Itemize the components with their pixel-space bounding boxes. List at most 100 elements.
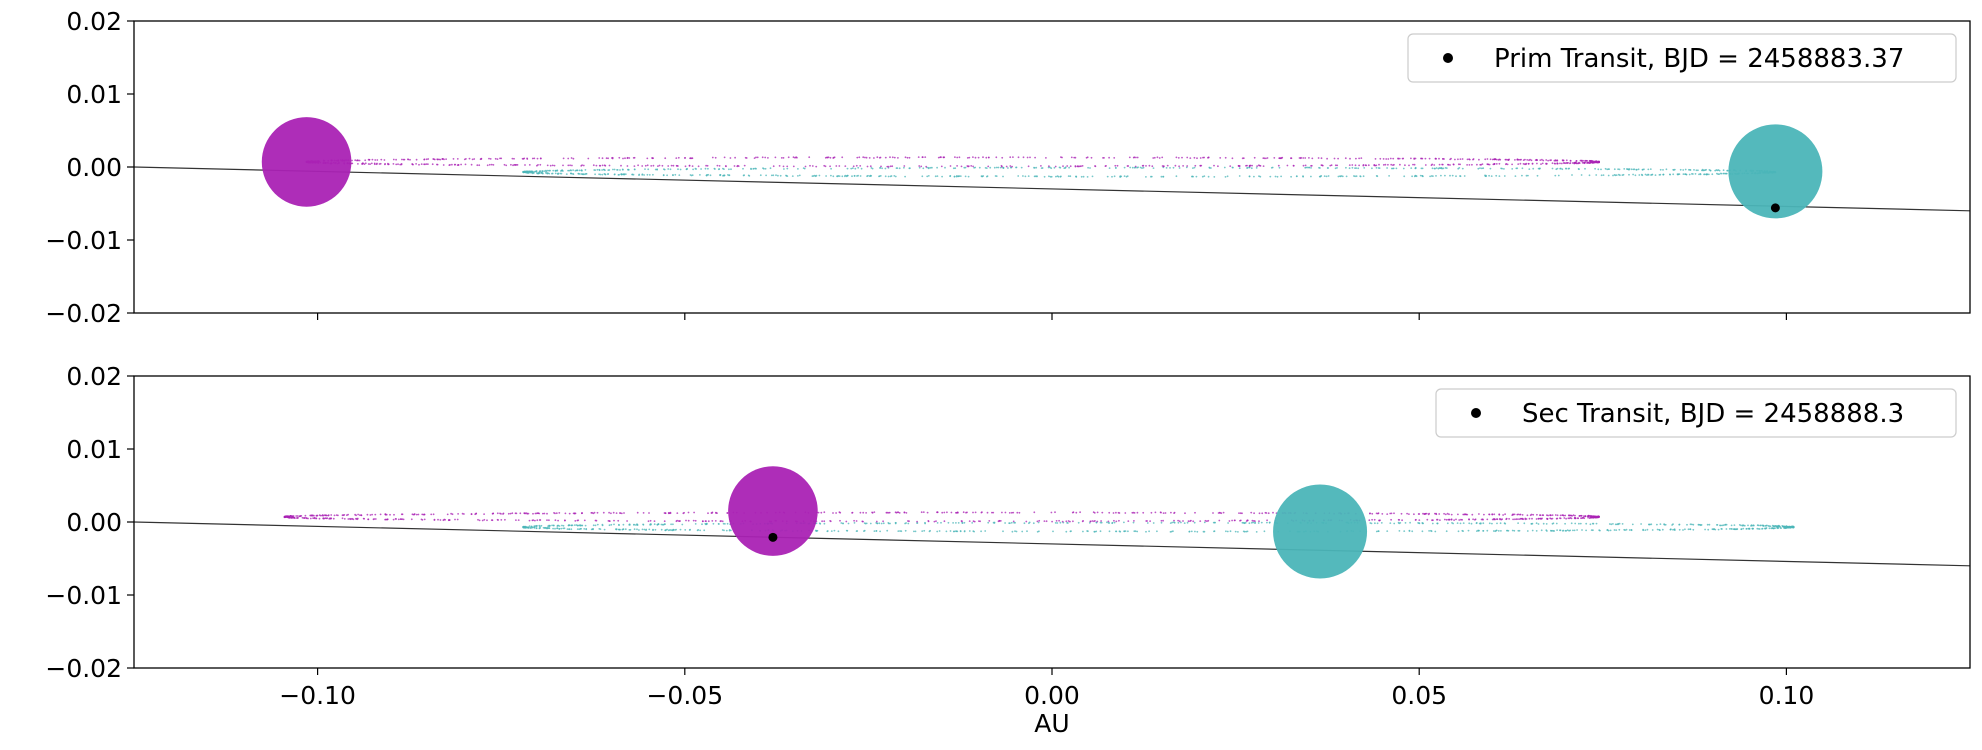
orbit-dot — [305, 517, 308, 520]
orbit-dot — [602, 168, 605, 171]
orbit-dot — [572, 173, 575, 176]
orbit-dot — [1506, 529, 1508, 532]
orbit-dot — [675, 157, 678, 160]
orbit-dot — [1618, 522, 1621, 525]
orbit-dot — [1358, 157, 1360, 160]
orbit-dot — [1195, 175, 1198, 178]
orbit-dot — [742, 167, 744, 170]
orbit-dot — [551, 524, 553, 527]
orbit-dot — [593, 169, 596, 171]
orbit-dot — [570, 528, 573, 531]
orbit-dot — [1344, 157, 1347, 160]
orbit-dot — [599, 528, 602, 530]
orbit-dot — [1329, 164, 1332, 167]
orbit-dot — [1029, 156, 1031, 159]
orbit-dot — [1495, 174, 1498, 177]
orbit-dot — [1177, 157, 1180, 159]
orbit-dot — [1382, 164, 1385, 166]
orbit-dot — [528, 519, 531, 522]
orbit-dot — [871, 167, 874, 170]
orbit-dot — [1169, 522, 1172, 524]
orbit-dot — [1056, 522, 1059, 524]
orbit-dot — [454, 163, 457, 166]
orbit-dot — [1572, 529, 1574, 532]
orbit-dot — [315, 517, 318, 520]
orbit-dot — [940, 165, 943, 168]
orbit-dot — [1480, 163, 1482, 166]
orbit-dot — [519, 512, 522, 515]
orbit-dot — [970, 165, 973, 167]
orbit-dot — [478, 519, 481, 522]
orbit-dot — [572, 157, 575, 160]
orbit-dot — [1723, 172, 1725, 175]
orbit-dot — [1023, 522, 1026, 525]
orbit-dot — [629, 524, 631, 526]
orbit-dot — [955, 530, 958, 533]
orbit-dot — [992, 521, 995, 524]
orbit-dot — [1537, 167, 1540, 170]
orbit-dot — [607, 169, 610, 172]
orbit-dot — [1175, 156, 1178, 159]
orbit-dot — [1007, 167, 1009, 169]
orbit-dot — [1618, 168, 1621, 171]
orbit-dot — [1392, 157, 1395, 160]
orbit-dot — [1241, 512, 1243, 515]
orbit-dot — [1774, 527, 1776, 529]
orbit-dot — [1672, 173, 1675, 176]
orbit-dot — [451, 163, 453, 166]
orbit-dot — [978, 166, 981, 169]
orbit-dot — [570, 524, 573, 527]
orbit-dot — [694, 167, 697, 170]
orbit-dot — [527, 170, 529, 173]
orbit-dot — [838, 165, 841, 167]
orbit-dot — [1008, 522, 1010, 524]
orbit-dot — [1108, 522, 1111, 524]
orbit-dot — [829, 520, 832, 523]
orbit-dot — [1081, 165, 1084, 167]
orbit-dot — [653, 520, 656, 522]
orbit-dot — [1628, 529, 1631, 531]
orbit-dot — [1590, 160, 1593, 163]
y-tick-label: 0.01 — [66, 80, 122, 109]
orbit-dot — [1380, 522, 1383, 524]
orbit-dot — [724, 523, 726, 525]
orbit-dot — [1697, 523, 1700, 526]
orbit-dot — [921, 156, 924, 159]
orbit-dot — [1431, 522, 1434, 525]
orbit-dot — [1532, 167, 1535, 170]
orbit-dot — [1658, 528, 1661, 531]
orbit-dot — [531, 157, 534, 160]
orbit-dot — [1733, 524, 1736, 526]
orbit-dot — [889, 156, 891, 159]
orbit-dot — [1690, 523, 1693, 526]
orbit-dot — [854, 167, 857, 170]
orbit-dot — [1480, 518, 1483, 521]
orbit-dot — [1484, 174, 1486, 177]
orbit-dot — [1213, 530, 1216, 532]
orbit-dot — [478, 164, 481, 167]
orbit-dot — [808, 156, 811, 159]
transit-point — [768, 532, 778, 542]
orbit-dot — [767, 157, 769, 159]
orbit-dot — [1517, 518, 1519, 520]
orbit-dot — [1495, 529, 1498, 532]
orbit-dot — [364, 162, 367, 165]
orbit-dot — [1482, 530, 1484, 532]
orbit-dot — [756, 156, 759, 159]
orbit-dot — [988, 520, 991, 522]
orbit-dot — [1371, 512, 1374, 515]
orbit-dot — [1100, 520, 1102, 522]
orbit-dot — [995, 156, 998, 159]
orbit-dot — [1207, 175, 1210, 178]
orbit-dot — [1202, 156, 1204, 159]
orbit-dot — [1682, 529, 1684, 531]
orbit-dot — [1156, 530, 1158, 533]
orbit-dot — [471, 158, 474, 161]
orbit-dot — [1142, 166, 1145, 169]
orbit-dot — [985, 167, 988, 170]
orbit-dot — [1055, 520, 1058, 522]
orbit-dot — [546, 164, 549, 167]
orbit-dot — [1054, 522, 1057, 524]
orbit-dot — [869, 165, 872, 168]
orbit-dot — [500, 157, 503, 160]
